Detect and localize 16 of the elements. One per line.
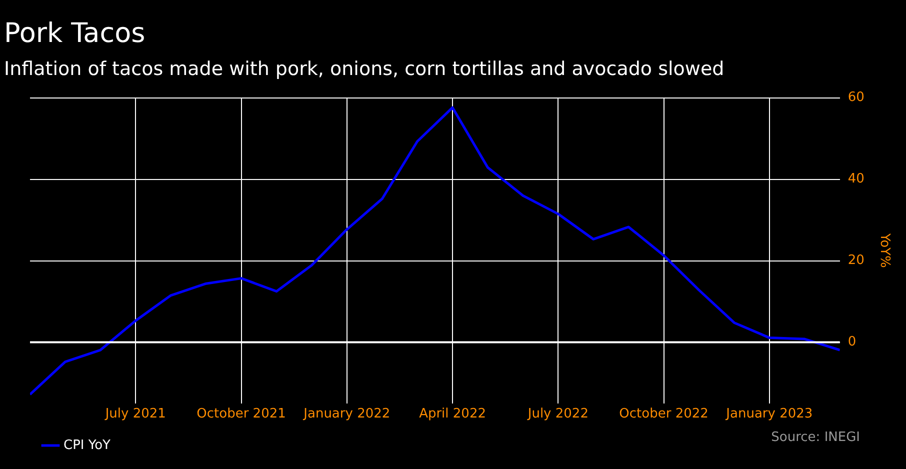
source-note: Source: INEGI — [771, 430, 860, 445]
y-tick-label: 60 — [848, 90, 864, 106]
chart-title: Pork Tacos — [4, 18, 146, 49]
y-axis-title: YoY% — [876, 232, 892, 268]
y-tick-label: 20 — [848, 253, 864, 268]
x-tick-label: January 2022 — [302, 406, 390, 422]
legend-label: CPI YoY — [64, 438, 111, 453]
x-tick-label: October 2021 — [196, 406, 286, 422]
x-tick-label: October 2022 — [619, 406, 708, 422]
x-tick-label: January 2023 — [725, 406, 813, 422]
x-tick-label: April 2022 — [419, 406, 486, 422]
y-tick-label: 40 — [848, 172, 864, 187]
x-tick-label: July 2022 — [526, 406, 588, 422]
x-tick-label: July 2021 — [104, 406, 166, 422]
chart-subtitle: Inflation of tacos made with pork, onions, corn tortillas and avocado slowed — [4, 58, 724, 80]
y-tick-label: 0 — [848, 334, 856, 350]
